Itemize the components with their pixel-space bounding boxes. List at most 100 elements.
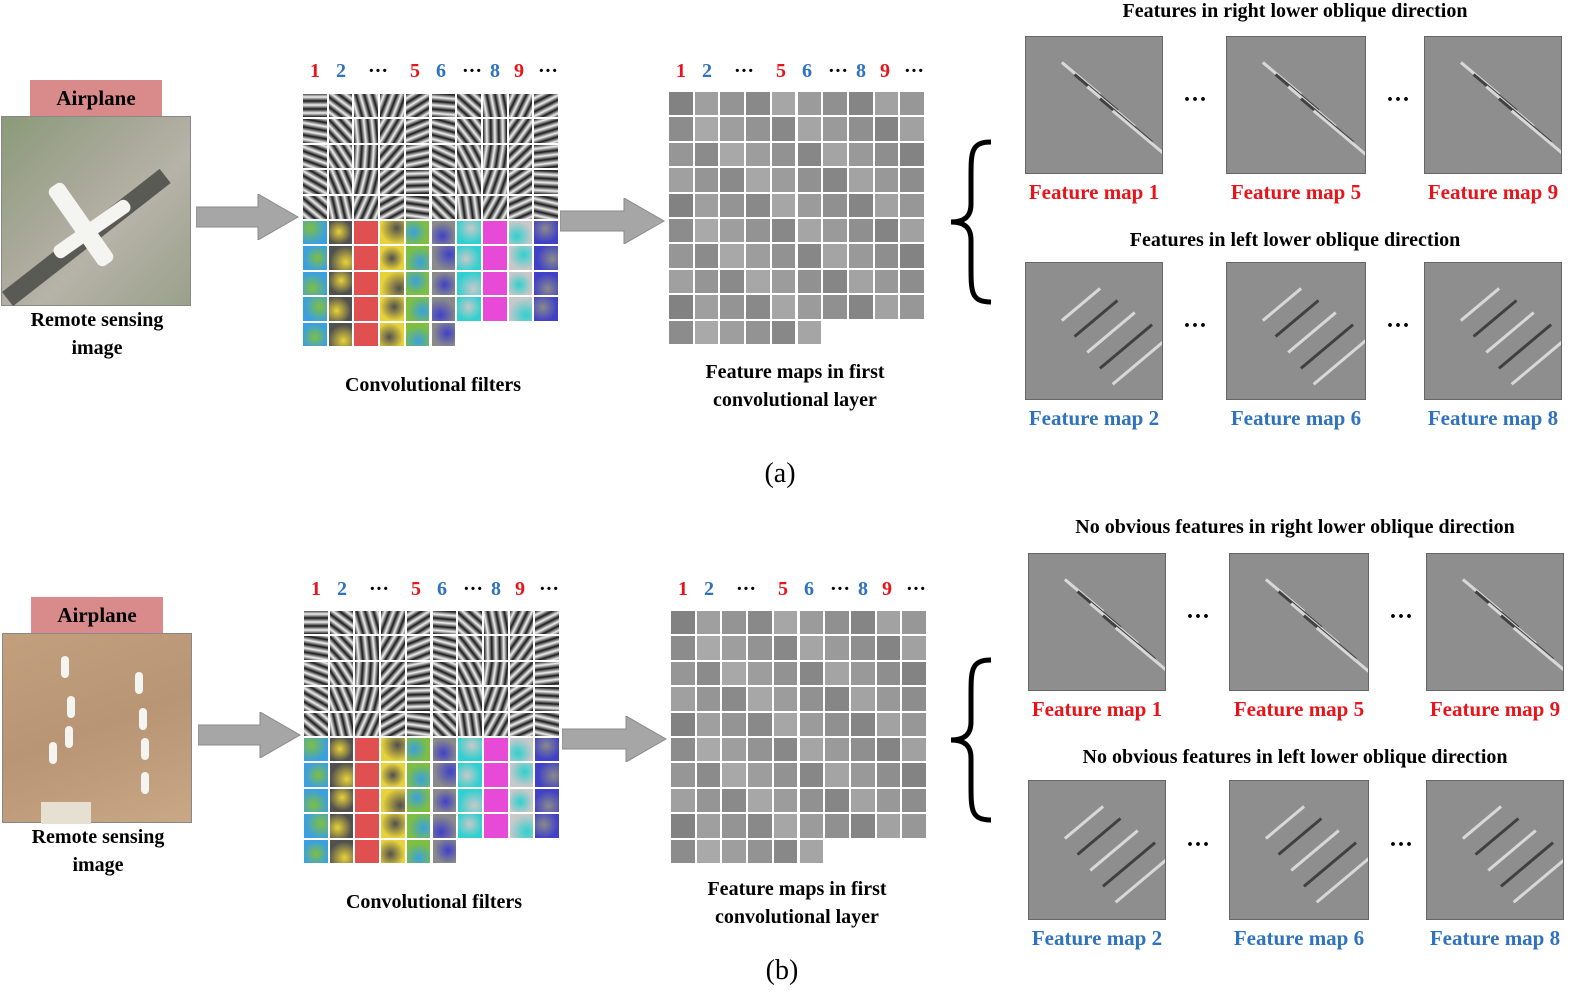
feature-map-tile [796, 268, 823, 295]
feature-map-label: Feature map 6 [1233, 926, 1365, 950]
filter-tile [302, 321, 328, 347]
feature-map-tile [796, 192, 823, 218]
filter-tile [533, 194, 559, 220]
feature-map-label: Feature map 2 [1028, 406, 1160, 430]
filter-tile [303, 635, 329, 661]
feature-map-tile [721, 635, 748, 661]
feature-map-tile [745, 319, 771, 345]
feature-maps-caption-line2: convolutional layer [713, 389, 877, 411]
filter-tile [405, 660, 432, 687]
filter-number: 8 [856, 60, 866, 82]
filter-tile [303, 686, 329, 712]
feature-map-tile [745, 116, 771, 142]
filter-tile [430, 143, 457, 170]
filter-number: 6 [802, 60, 812, 82]
filter-tile [456, 220, 482, 246]
filter-tile [430, 118, 457, 144]
feature-map-tile [847, 243, 874, 269]
feature-map-tile [695, 711, 722, 737]
filter-tile [327, 321, 354, 347]
feature-map-tile [796, 91, 823, 117]
feature-map-tile [719, 116, 746, 142]
feature-map-tile [822, 294, 848, 320]
feature-map-tile [693, 294, 720, 320]
filter-tile [507, 194, 534, 220]
filter-tile [533, 245, 559, 271]
filter-tile [302, 220, 328, 246]
filter-tile [303, 610, 329, 636]
feature-map-tile [849, 762, 876, 788]
filter-tile [327, 169, 354, 195]
filter-tile [353, 194, 380, 220]
feature-map-tile [695, 686, 722, 712]
class-tag: Airplane [31, 597, 163, 633]
filter-tile [457, 660, 483, 687]
filter-tile [508, 813, 535, 839]
filter-tile [327, 245, 354, 271]
filter-tile [457, 711, 483, 737]
feature-map-tile [849, 813, 876, 839]
feature-map-tile [798, 838, 825, 864]
filter-tile [303, 787, 329, 814]
filter-tile [302, 270, 328, 297]
feature-map-tile [796, 141, 823, 168]
feature-map-tile [901, 813, 927, 839]
feature-map-tile [693, 218, 720, 244]
filter-tile [379, 220, 405, 246]
feature-map-tile [745, 268, 771, 295]
filter-tile [533, 270, 559, 297]
feature-map-tile [798, 635, 825, 661]
filter-number: 2 [704, 578, 714, 600]
remote-sensing-image [1, 116, 191, 307]
filter-tile [353, 93, 380, 119]
filter-tile [405, 813, 432, 839]
ellipsis: ··· [1389, 832, 1414, 858]
feature-map-tile [668, 319, 694, 345]
filter-tile [354, 711, 381, 737]
feature-map-tile [745, 294, 771, 320]
filter-tile [302, 194, 328, 220]
filter-tile [431, 762, 458, 788]
ellipsis: ··· [736, 578, 757, 600]
filter-tile [327, 93, 354, 119]
filter-tile [380, 813, 406, 839]
filter-tile [533, 93, 559, 119]
filter-tile [534, 762, 560, 788]
filter-tile [457, 787, 483, 814]
feature-map-tile [824, 711, 850, 737]
filter-tile [431, 737, 458, 763]
feature-maps-caption: Feature maps in first convolutional laye… [660, 358, 930, 414]
feature-map-image [1426, 553, 1564, 691]
feature-map-tile [875, 635, 902, 661]
feature-map-tile [670, 787, 696, 814]
feature-map-tile [772, 635, 799, 661]
filter-tile [482, 813, 509, 839]
feature-map-tile [719, 167, 746, 193]
filter-tile [328, 762, 355, 788]
filter-tile [328, 660, 355, 687]
feature-map-label: Feature map 9 [1429, 697, 1561, 721]
filter-tile [431, 660, 458, 687]
filter-tile [507, 169, 534, 195]
feature-map-tile [873, 116, 900, 142]
feature-map-tile [770, 268, 797, 295]
feature-map-tile [875, 787, 902, 814]
filter-tile [302, 296, 328, 322]
feature-map-label: Feature map 6 [1230, 406, 1362, 430]
filter-tile [456, 118, 482, 144]
feature-map-label: Feature map 8 [1427, 406, 1559, 430]
feature-map-tile [668, 116, 694, 142]
filter-tile [379, 270, 405, 297]
ellipsis: ··· [828, 60, 849, 82]
feature-map-tile [796, 243, 823, 269]
filter-tile [533, 296, 559, 322]
filter-tile [456, 296, 482, 322]
filter-tile [303, 711, 329, 737]
filter-tile [354, 813, 381, 839]
feature-map-tile [695, 737, 722, 763]
filter-tile [302, 118, 328, 144]
feature-map-tile [901, 686, 927, 712]
feature-map-tile [798, 787, 825, 814]
feature-map-tile [770, 91, 797, 117]
filter-tile [302, 245, 328, 271]
